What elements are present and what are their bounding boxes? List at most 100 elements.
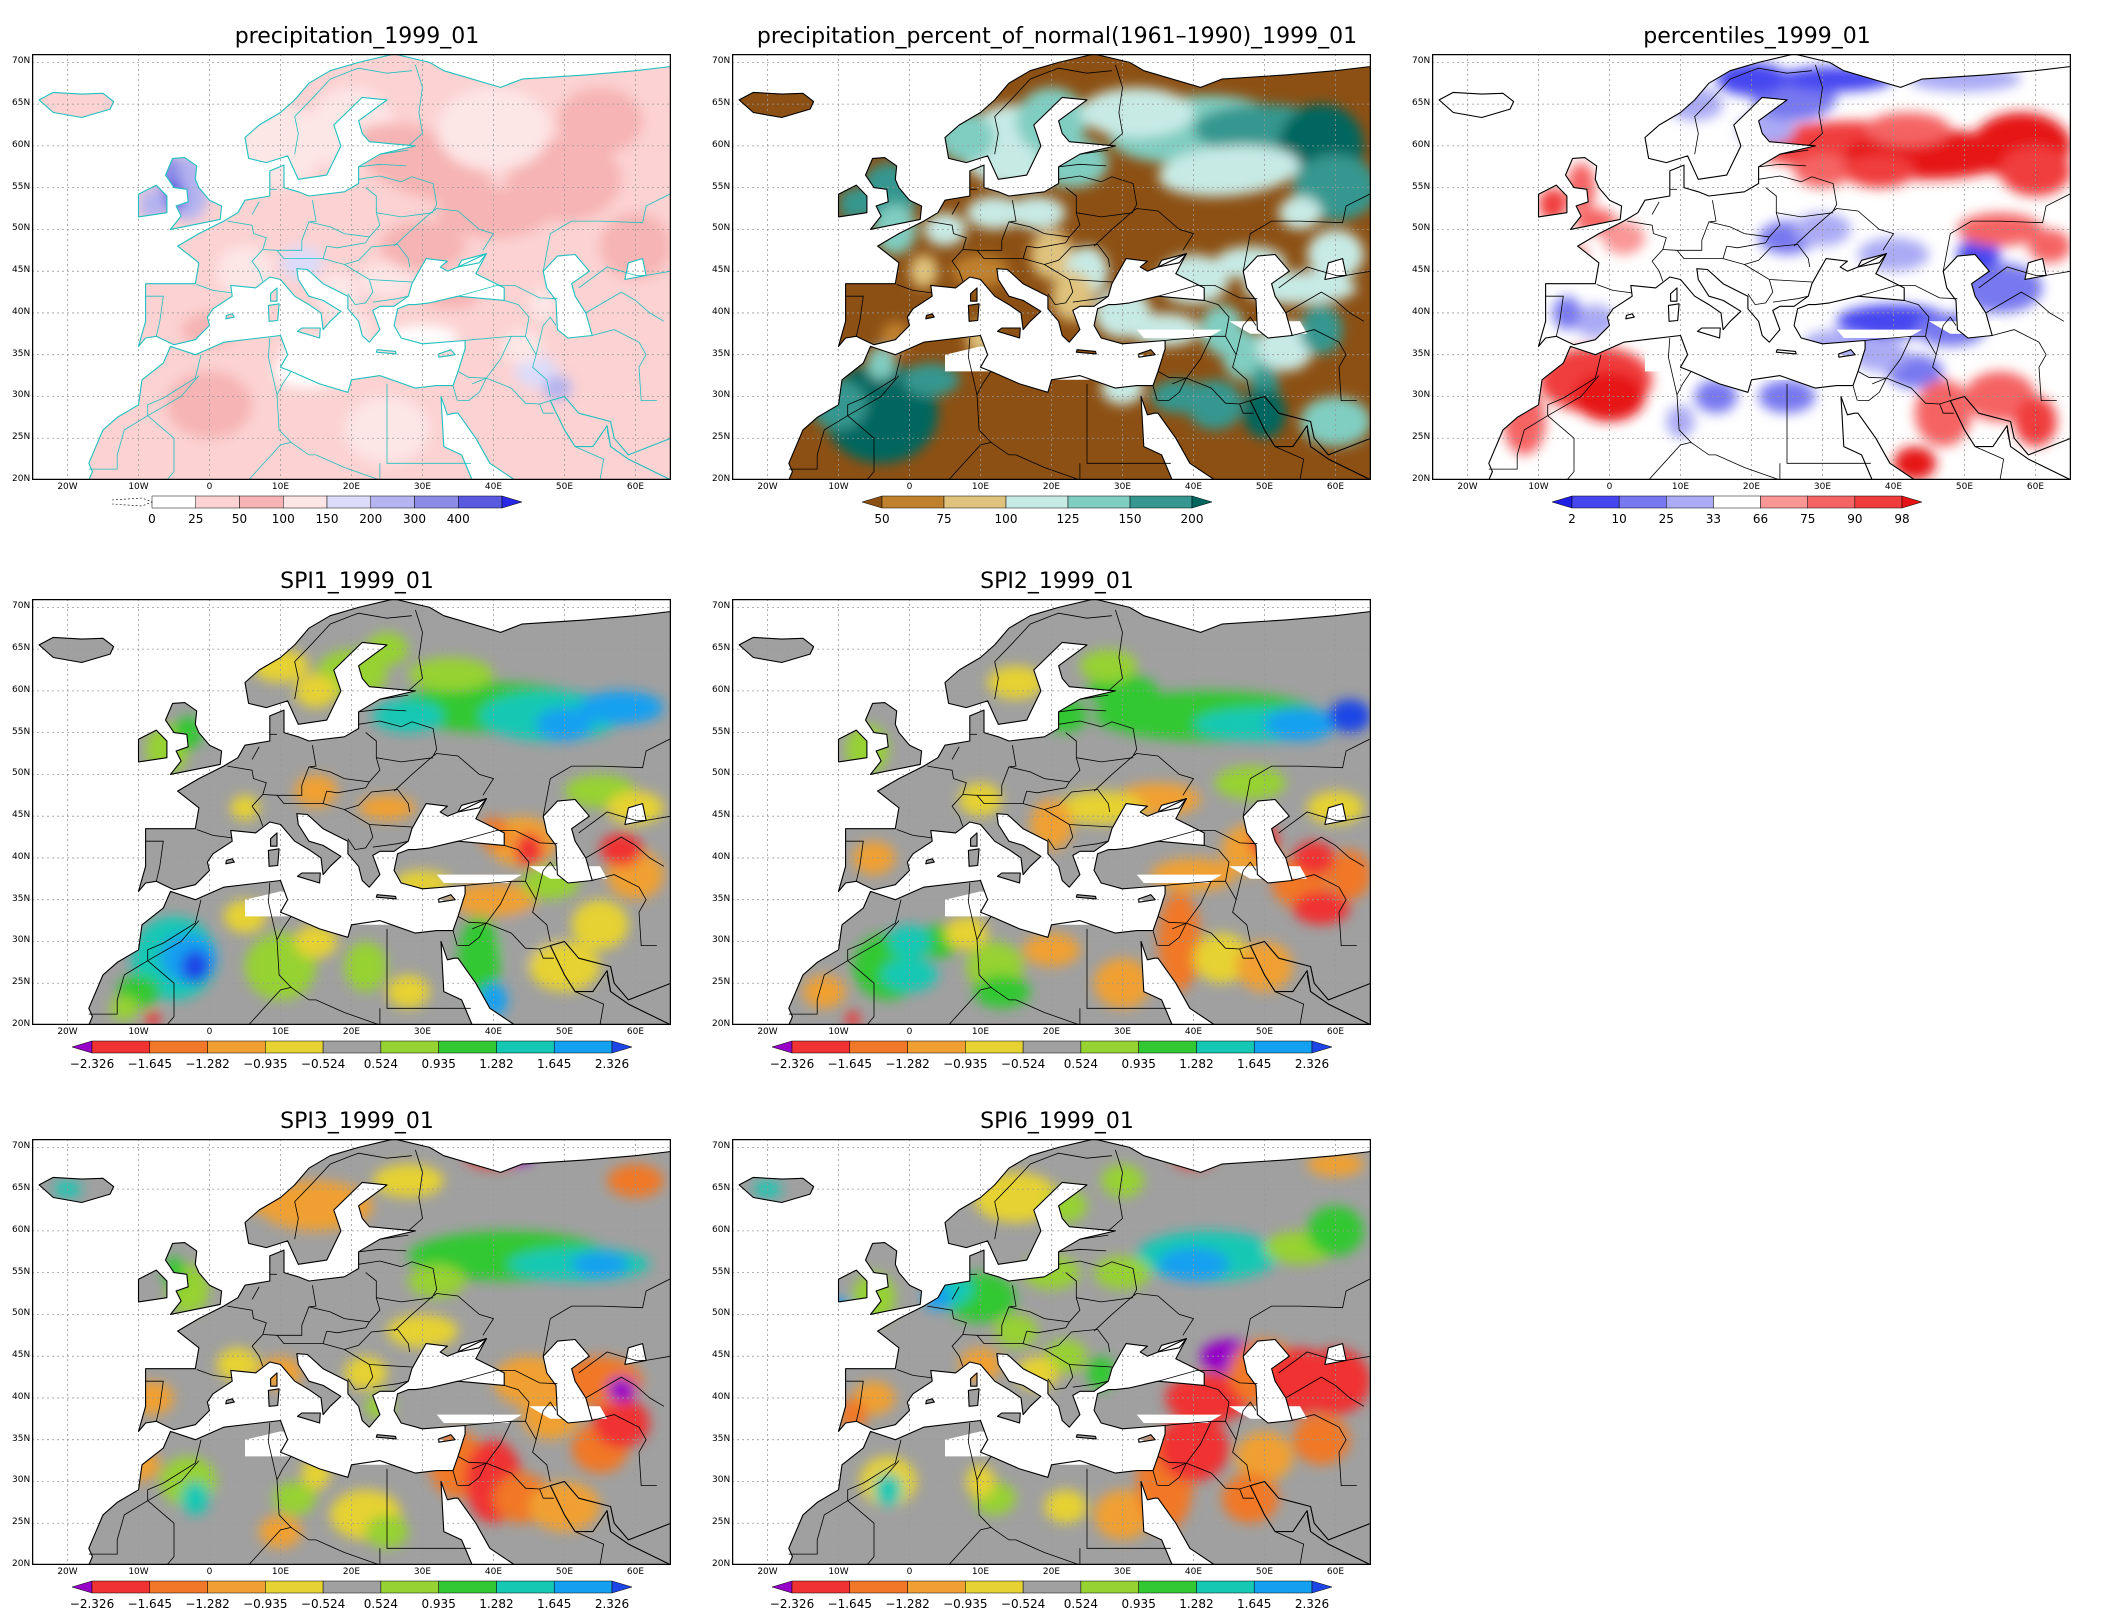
field-contour bbox=[110, 995, 139, 1021]
colorbar-swatch bbox=[370, 495, 415, 509]
country-border bbox=[1225, 336, 1251, 397]
country-border bbox=[976, 790, 1028, 805]
lon-tick-label: 60E bbox=[1326, 1027, 1345, 1037]
country-border bbox=[1172, 336, 1212, 385]
coastline bbox=[38, 636, 115, 664]
colorbar-label: 0.524 bbox=[1063, 1057, 1099, 1071]
country-border bbox=[1058, 175, 1102, 183]
country-border bbox=[1857, 371, 1887, 379]
country-border bbox=[962, 745, 1017, 796]
lon-tick-label: 20E bbox=[1042, 482, 1061, 492]
lat-tick-label: 50N bbox=[712, 768, 731, 779]
country-border bbox=[1152, 930, 1158, 946]
colorbar-swatch bbox=[907, 1580, 966, 1594]
country-border bbox=[578, 266, 671, 289]
lon-tick-label: 10W bbox=[828, 482, 849, 492]
inland-water bbox=[543, 254, 593, 338]
coastline bbox=[296, 327, 321, 339]
colorbar-label: 2.326 bbox=[594, 1597, 630, 1611]
country-border bbox=[1274, 991, 1305, 1025]
country-border bbox=[1285, 836, 1365, 867]
lat-tick-label: 30N bbox=[712, 1475, 731, 1486]
colorbar-label: 2.326 bbox=[1294, 1597, 1330, 1611]
field-contour bbox=[994, 1314, 1038, 1348]
field-contour bbox=[408, 1264, 466, 1298]
colorbar-swatch bbox=[1253, 1040, 1313, 1054]
colorbar-swatch bbox=[553, 1580, 613, 1594]
coastline bbox=[967, 303, 980, 322]
lon-tick-label: 0 bbox=[206, 1027, 213, 1037]
lat-tick-label: 55N bbox=[12, 181, 31, 192]
colorbar-label: −0.935 bbox=[243, 1057, 288, 1071]
colorbar-swatch bbox=[1253, 1580, 1313, 1594]
lat-tick-label: 35N bbox=[712, 893, 731, 904]
country-border bbox=[358, 708, 407, 713]
field-contour bbox=[600, 832, 643, 867]
colorbar-label: 0 bbox=[148, 512, 156, 526]
colorbar-label: −1.645 bbox=[827, 1057, 872, 1071]
colorbar-swatch bbox=[380, 1040, 439, 1054]
lat-tick-label: 55N bbox=[12, 1266, 31, 1277]
country-border bbox=[1942, 193, 2071, 272]
country-border bbox=[372, 295, 409, 303]
country-border bbox=[1076, 757, 1134, 763]
country-border bbox=[585, 836, 665, 867]
country-border bbox=[1992, 329, 2057, 402]
lon-tick-label: 30E bbox=[1813, 482, 1832, 492]
coastline bbox=[1438, 91, 1515, 119]
inland-water bbox=[1243, 1339, 1293, 1423]
colorbar-label: 200 bbox=[359, 512, 383, 526]
colorbar-label: 100 bbox=[271, 512, 295, 526]
lat-tick-label: 25N bbox=[12, 1517, 31, 1528]
country-border bbox=[1274, 446, 1305, 480]
country-border bbox=[401, 1261, 438, 1297]
coastline bbox=[970, 1372, 978, 1387]
lon-tick-label: 10W bbox=[128, 482, 149, 492]
lat-tick-label: 45N bbox=[712, 810, 731, 821]
country-border bbox=[290, 1527, 381, 1565]
lon-tick-label: 50E bbox=[1255, 482, 1274, 492]
field-contour bbox=[344, 941, 388, 992]
colorbar-swatch bbox=[265, 1580, 324, 1594]
country-border bbox=[408, 1149, 423, 1232]
lon-tick-label: 20W bbox=[1457, 482, 1478, 492]
lat-tick-label: 25N bbox=[712, 432, 731, 443]
colorbar-label: 50 bbox=[231, 512, 248, 526]
coastline bbox=[925, 858, 935, 865]
colorbar-swatch bbox=[1067, 495, 1131, 509]
coastline bbox=[738, 1176, 815, 1204]
field-contour bbox=[1865, 112, 1951, 146]
coastline bbox=[438, 1434, 456, 1443]
colorbar-label: 50 bbox=[874, 512, 890, 526]
colorbar-swatch bbox=[149, 1040, 208, 1054]
lon-tick-label: 50E bbox=[1955, 482, 1974, 492]
country-border bbox=[376, 757, 434, 763]
colorbar-swatch bbox=[438, 1580, 497, 1594]
country-border bbox=[1026, 236, 1070, 249]
country-border bbox=[1627, 220, 1667, 282]
country-border bbox=[457, 1369, 558, 1385]
lat-tick-label: 55N bbox=[12, 726, 31, 737]
colorbar-label: 400 bbox=[446, 512, 470, 526]
country-border bbox=[227, 765, 267, 827]
country-border bbox=[372, 1380, 409, 1388]
inland-water bbox=[1243, 254, 1293, 338]
country-border bbox=[308, 1272, 381, 1323]
country-border bbox=[1008, 187, 1081, 238]
country-border bbox=[458, 1462, 487, 1487]
colorbar-label: 1.645 bbox=[1237, 1057, 1272, 1071]
coastline bbox=[267, 848, 280, 867]
country-border bbox=[486, 1462, 551, 1490]
country-border bbox=[386, 1468, 471, 1549]
field-contour bbox=[181, 949, 210, 984]
country-border bbox=[326, 781, 370, 794]
country-border bbox=[927, 1305, 967, 1367]
colorbar-label: 25 bbox=[188, 512, 204, 526]
coastline bbox=[137, 1269, 168, 1303]
field-contour bbox=[294, 924, 338, 959]
field-contour bbox=[1292, 1414, 1350, 1465]
country-border bbox=[452, 1470, 458, 1486]
lat-tick-label: 45N bbox=[12, 1350, 31, 1361]
country-border bbox=[592, 874, 657, 947]
lat-tick-label: 40N bbox=[1412, 306, 1431, 317]
